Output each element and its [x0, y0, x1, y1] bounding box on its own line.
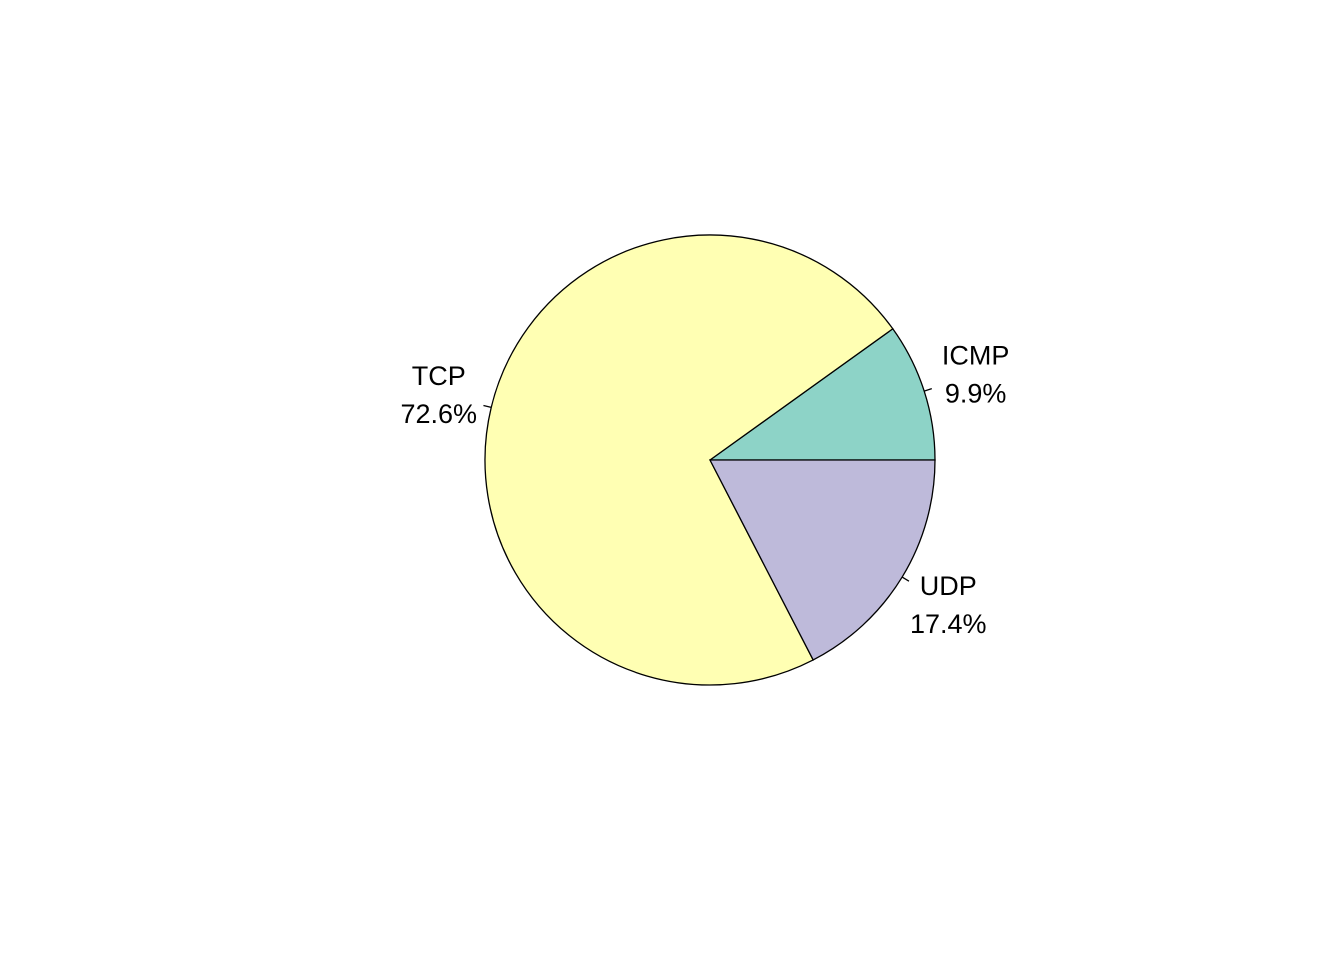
slice-percent-udp: 17.4%: [910, 609, 987, 639]
slice-labels: ICMP 9.9% TCP 72.6% UDP 17.4%: [400, 341, 1009, 640]
label-tick-udp: [901, 576, 910, 582]
pie-slices: [484, 234, 936, 686]
label-tick-tcp: [483, 404, 492, 409]
slice-label-icmp: ICMP: [942, 341, 1010, 371]
label-ticks: [483, 388, 932, 582]
slice-percent-tcp: 72.6%: [400, 399, 477, 429]
slice-label-tcp: TCP: [412, 361, 466, 391]
pie-slice-tcp: [484, 234, 894, 686]
slice-percent-icmp: 9.9%: [945, 379, 1007, 409]
label-tick-icmp: [923, 388, 932, 392]
slice-label-udp: UDP: [920, 571, 977, 601]
